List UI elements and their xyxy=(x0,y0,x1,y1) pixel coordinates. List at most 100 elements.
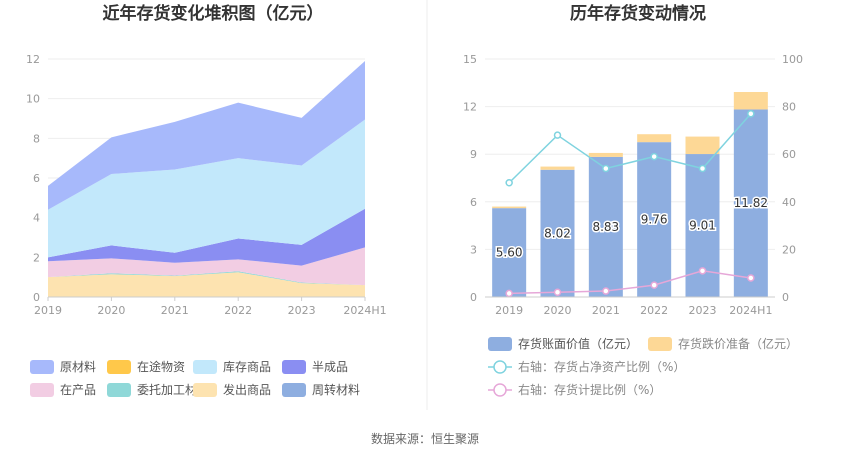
left-y-tick-label: 2 xyxy=(33,251,40,264)
right-x-tick-label: 2021 xyxy=(592,304,620,317)
right-right-y-tick-label: 20 xyxy=(782,243,796,256)
right-x-tick-label: 2022 xyxy=(640,304,668,317)
right-left-y-tick-label: 15 xyxy=(463,53,477,66)
right-x-tick-label: 2019 xyxy=(495,304,523,317)
left-y-tick-label: 10 xyxy=(26,93,40,106)
left-legend-label: 委托加工材料 xyxy=(137,383,209,397)
right-legend-label: 右轴：存货计提比例（%） xyxy=(518,382,661,397)
left-x-tick-label: 2019 xyxy=(34,304,62,317)
right-legend-swatch-bar xyxy=(488,337,512,351)
bar-book-value xyxy=(540,169,575,297)
left-x-tick-label: 2021 xyxy=(161,304,189,317)
left-legend-swatch xyxy=(107,383,131,397)
line-point-1 xyxy=(505,289,513,298)
right-legend-label: 存货跌价准备（亿元） xyxy=(678,336,798,351)
right-bar-series: 5.60 8.02 8.83 9.76 9.01 11.82 xyxy=(492,92,770,298)
line-series-0 xyxy=(508,113,752,184)
right-left-y-tick-label: 3 xyxy=(470,243,477,256)
left-legend-label: 原材料 xyxy=(60,360,96,374)
right-right-y-tick-label: 40 xyxy=(782,196,796,209)
right-right-y-tick-label: 80 xyxy=(782,101,796,114)
bar-book-value xyxy=(588,156,623,297)
left-legend-swatch xyxy=(282,360,306,374)
left-x-tick-label: 2023 xyxy=(288,304,316,317)
left-y-tick-label: 4 xyxy=(33,212,40,225)
line-point-1 xyxy=(698,267,707,275)
left-legend-swatch xyxy=(107,360,131,374)
right-legend-label: 存货账面价值（亿元） xyxy=(518,336,638,351)
left-area-series xyxy=(48,60,365,297)
bar-value-label: 8.83 xyxy=(592,220,619,234)
left-axis: 0 2 4 6 8 10 12 2019 2020 2021 2022 2023 2024H1 xyxy=(26,53,387,317)
left-legend-label: 在产品 xyxy=(60,383,96,397)
right-line-series xyxy=(505,109,755,298)
bar-book-value xyxy=(733,109,768,298)
line-point-0 xyxy=(698,164,707,173)
bar-value-label: 9.01 xyxy=(689,219,716,233)
area-series-7 xyxy=(48,60,365,210)
right-x-tick-label: 2020 xyxy=(544,304,572,317)
right-gridlines xyxy=(485,58,775,298)
left-x-tick-label: 2024H1 xyxy=(343,304,386,317)
bar-value-label: 5.60 xyxy=(496,246,523,260)
bar-impairment xyxy=(540,166,575,170)
right-left-y-tick-label: 12 xyxy=(463,101,477,114)
data-source-note: 数据来源：恒生聚源 xyxy=(371,431,479,446)
line-point-1 xyxy=(650,281,658,289)
line-point-1 xyxy=(602,287,610,295)
line-point-0 xyxy=(553,131,562,139)
left-x-tick-label: 2020 xyxy=(97,304,125,317)
right-left-y-tick-label: 9 xyxy=(470,148,477,161)
left-legend-label: 在途物资 xyxy=(137,359,185,374)
line-series-1 xyxy=(509,270,751,295)
line-point-0 xyxy=(505,179,513,187)
line-point-1 xyxy=(553,288,562,296)
area-series-5 xyxy=(48,208,365,266)
right-x-tick-label: 2023 xyxy=(689,304,717,317)
right-left-y-tick-label: 0 xyxy=(470,291,477,304)
right-legend: 存货账面价值（亿元） 存货跌价准备（亿元） 右轴：存货占净资产比例（%） 右轴：存货计… xyxy=(488,336,798,397)
line-point-0 xyxy=(602,164,610,173)
left-legend-label: 库存商品 xyxy=(223,359,271,374)
line-point-0 xyxy=(747,109,755,118)
area-series-1 xyxy=(48,271,365,286)
right-axis: 0 3 6 9 12 15 0 20 40 60 80 100 2019 2020 2021 2022 2023… xyxy=(463,53,803,317)
left-legend-swatch xyxy=(193,383,217,397)
right-legend-label: 右轴：存货占净资产比例（%） xyxy=(518,359,685,374)
left-legend-label: 发出商品 xyxy=(223,382,271,397)
left-legend-swatch xyxy=(282,383,306,397)
left-legend-swatch xyxy=(193,360,217,374)
area-series-0 xyxy=(48,272,365,297)
bar-impairment xyxy=(637,134,672,143)
bar-value-label: 9.76 xyxy=(641,213,668,227)
left-legend-swatch xyxy=(30,383,54,397)
left-y-tick-label: 12 xyxy=(26,53,40,66)
right-chart-title: 历年存货变动情况 xyxy=(570,3,706,24)
right-right-y-tick-label: 60 xyxy=(782,148,796,161)
left-y-tick-label: 8 xyxy=(33,132,40,145)
left-y-tick-label: 0 xyxy=(33,291,40,304)
area-series-6 xyxy=(48,119,365,258)
left-legend-swatch xyxy=(30,360,54,374)
right-right-y-tick-label: 100 xyxy=(782,53,803,66)
right-legend-swatch-marker xyxy=(493,383,507,397)
line-point-1 xyxy=(747,274,755,282)
left-legend-label: 周转材料 xyxy=(312,382,360,397)
bar-impairment xyxy=(588,152,623,157)
right-legend-swatch-marker xyxy=(493,360,507,374)
right-x-tick-label: 2024H1 xyxy=(729,304,772,317)
right-left-y-tick-label: 6 xyxy=(470,196,477,209)
bar-book-value xyxy=(492,208,527,297)
left-x-tick-label: 2022 xyxy=(224,304,252,317)
left-legend-label: 半成品 xyxy=(312,360,348,374)
bar-value-label: 11.82 xyxy=(734,196,768,210)
left-y-tick-label: 6 xyxy=(33,172,40,185)
bar-book-value xyxy=(637,142,672,297)
bar-value-label: 8.02 xyxy=(544,226,571,240)
bar-impairment xyxy=(685,136,720,155)
bar-impairment xyxy=(492,206,527,209)
right-right-y-tick-label: 0 xyxy=(782,291,789,304)
right-legend-swatch-bar xyxy=(648,337,672,351)
